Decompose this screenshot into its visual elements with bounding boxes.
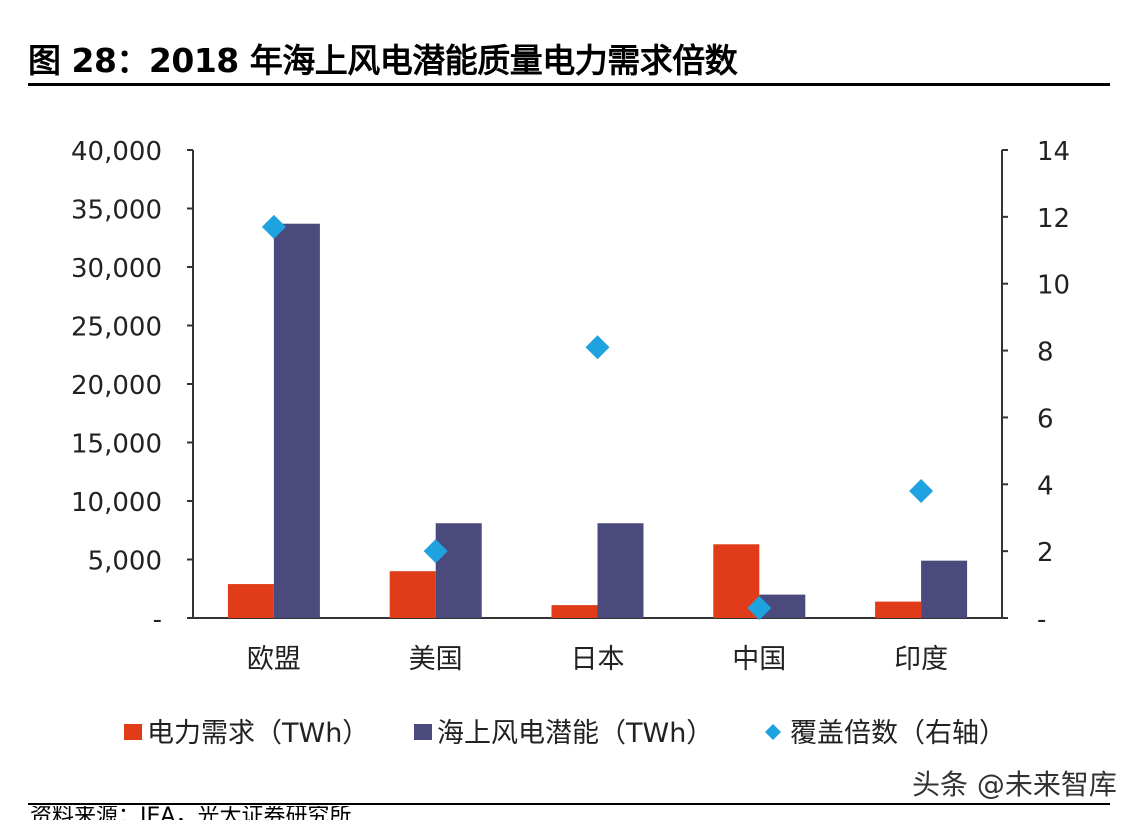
right-tick-label: 12 [1037,204,1070,234]
right-tick-label: 2 [1037,538,1054,568]
left-tick-label: 15,000 [71,430,162,460]
category-label: 印度 [894,644,948,675]
category-label: 欧盟 [247,644,301,675]
multiple-point [261,214,286,239]
potential-bar [435,523,482,618]
legend-layer: 电力需求（TWh） 海上风电潜能（TWh） 覆盖倍数（右轴） [124,718,1006,749]
potential-bar [921,560,968,618]
right-tick-label: 6 [1037,404,1054,434]
legend-label-multiple: 覆盖倍数（右轴） [790,718,1006,749]
right-tick-label: 4 [1037,471,1054,501]
demand-bar [227,584,274,618]
category-label: 日本 [571,644,625,675]
category-label: 美国 [409,644,463,675]
legend-label-demand: 电力需求（TWh） [147,718,369,749]
source-rule [28,803,1110,805]
right-tick-label: 8 [1037,338,1054,368]
axes-layer: - 5,000 10,000 15,000 20,000 25,000 30,000 35,0… [71,137,1070,675]
demand-bar [551,605,598,618]
multiple-point [909,478,934,503]
left-tick-label: 5,000 [88,547,162,577]
watermark-text: 头条 @未来智库 [912,768,1117,801]
left-tick-label: 40,000 [71,137,162,167]
potential-bar [759,594,806,618]
points-layer [261,214,934,620]
left-tick-label: 20,000 [71,371,162,401]
demand-bar [875,601,922,618]
multiple-point [585,335,610,360]
title-rule [28,83,1110,86]
left-tick-label: 10,000 [71,488,162,518]
bars-layer [227,223,968,618]
figure-title: 图 28：2018 年海上风电潜能质量电力需求倍数 [28,41,738,80]
right-tick-label: - [1037,605,1046,635]
left-tick-label: 35,000 [71,196,162,226]
left-tick-label: 30,000 [71,254,162,284]
chart-area: - 5,000 10,000 15,000 20,000 25,000 30,000 35,0… [71,137,1070,749]
left-tick-label: 25,000 [71,313,162,343]
legend-swatch-potential [414,724,432,740]
source-note: 资料来源：IEA，光大证券研究所 [30,806,352,820]
legend-swatch-demand [124,724,142,740]
demand-bar [389,571,436,618]
legend-label-potential: 海上风电潜能（TWh） [437,718,713,749]
multiple-point [747,595,772,620]
category-label: 中国 [732,644,786,675]
potential-bar [597,523,644,618]
right-tick-label: 10 [1037,271,1070,301]
left-tick-label: - [153,605,162,635]
legend-swatch-multiple [765,724,781,740]
potential-bar [273,223,320,618]
multiple-point [423,539,448,564]
right-tick-label: 14 [1037,137,1070,167]
